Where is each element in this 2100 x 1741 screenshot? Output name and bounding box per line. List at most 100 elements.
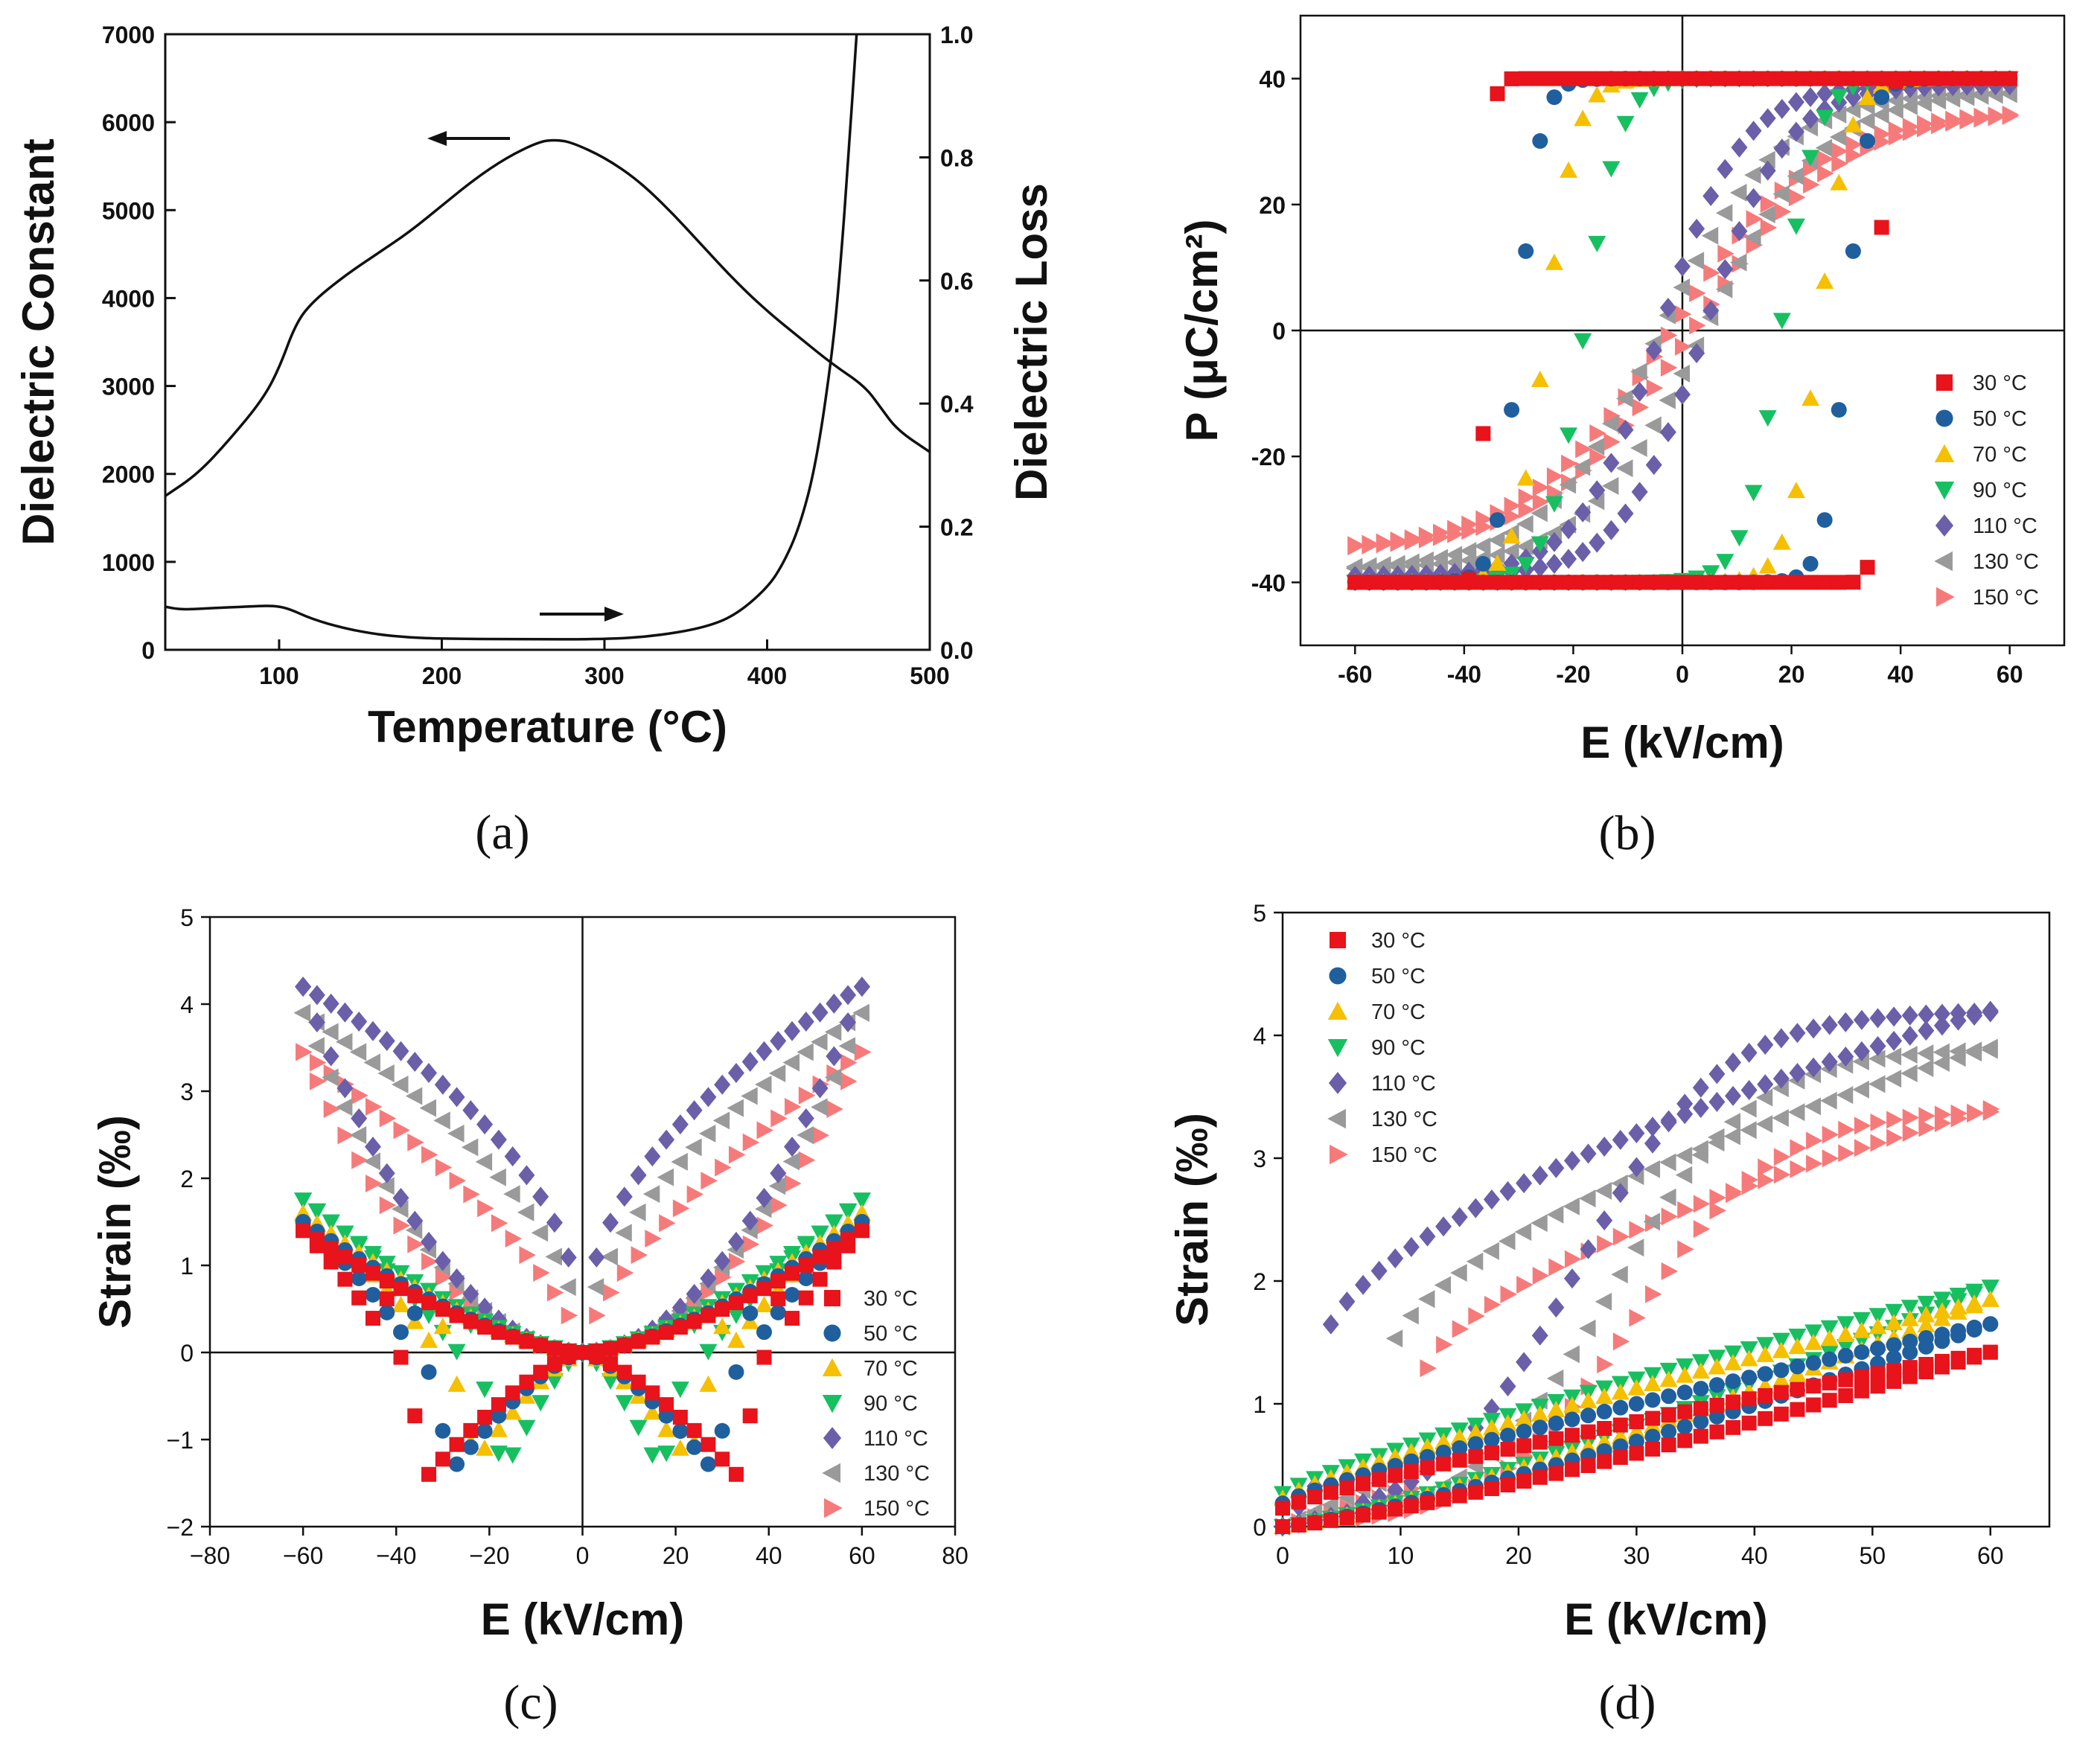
data-point: [1661, 1408, 1676, 1423]
data-point: [1950, 1354, 1966, 1370]
data-point: [1854, 1369, 1869, 1384]
data-point: [782, 1152, 800, 1171]
data-point: [811, 1032, 828, 1051]
data-point: [602, 1213, 619, 1233]
data-point: [1815, 138, 1833, 157]
data-point: [1417, 1290, 1435, 1309]
data-point: [785, 1311, 800, 1326]
y-axis-title: Strain (‰): [90, 1115, 140, 1329]
data-point: [1746, 236, 1764, 255]
x-tick-label: 0: [576, 1542, 590, 1569]
data-point: [533, 1264, 550, 1282]
data-point: [351, 1290, 367, 1306]
data-point: [1322, 1314, 1339, 1335]
data-point: [349, 1125, 367, 1144]
data-point: [1693, 1381, 1709, 1397]
data-point: [603, 1356, 619, 1372]
data-point: [1445, 546, 1463, 564]
data-point: [1447, 520, 1464, 538]
data-point: [1755, 1115, 1773, 1134]
data-point: [546, 1213, 563, 1233]
data-point: [1773, 1166, 1791, 1184]
data-point: [1627, 1422, 1646, 1439]
data-point: [1902, 1124, 1920, 1143]
data-point: [1574, 109, 1592, 127]
data-point: [671, 1439, 689, 1456]
data-point: [545, 1373, 564, 1390]
data-point: [643, 1447, 662, 1464]
legend-marker: [1327, 1108, 1346, 1129]
data-point: [421, 1063, 438, 1084]
data-point: [1339, 1480, 1355, 1495]
data-point: [616, 1186, 633, 1207]
data-point: [1931, 71, 1947, 86]
y2-tick-label: 0.4: [940, 391, 974, 418]
data-point: [2002, 71, 2017, 86]
data-point: [1788, 188, 1806, 207]
data-point: [1516, 557, 1535, 574]
data-point: [1838, 1387, 1854, 1403]
data-point: [491, 1325, 506, 1341]
data-point: [1982, 1102, 2000, 1121]
data-point: [1858, 112, 1875, 130]
data-point: [1917, 71, 1933, 86]
y-tick-label: 7000: [102, 22, 155, 48]
data-point: [798, 1086, 816, 1105]
data-point: [1518, 575, 1533, 590]
data-point: [1787, 167, 1804, 185]
legend-marker: [1934, 482, 1955, 500]
data-point: [476, 1423, 493, 1440]
data-point: [812, 1249, 828, 1265]
data-point: [461, 1138, 479, 1157]
series-1: [296, 1223, 869, 1482]
data-point: [377, 1064, 395, 1082]
x-tick-label: -40: [1447, 661, 1481, 688]
data-point: [1616, 389, 1633, 408]
data-point: [1661, 1388, 1677, 1405]
data-point: [1602, 161, 1621, 178]
data-point: [1661, 1207, 1679, 1226]
data-point: [1545, 496, 1563, 513]
legend-marker: [822, 1395, 843, 1413]
data-point: [1546, 89, 1563, 106]
data-point: [1981, 1041, 1998, 1059]
data-point: [1816, 109, 1834, 127]
data-point: [1724, 1354, 1743, 1371]
data-point: [1886, 1128, 1903, 1147]
data-point: [1580, 1408, 1597, 1424]
data-point: [1787, 1103, 1805, 1122]
data-point: [715, 1451, 730, 1467]
data-point: [503, 1403, 522, 1420]
data-point: [1632, 575, 1647, 590]
data-point: [463, 1185, 480, 1204]
data-point: [1646, 575, 1662, 590]
panel-label: (d): [1599, 1675, 1656, 1730]
data-point: [1502, 542, 1519, 560]
data-point: [657, 1168, 674, 1186]
data-point: [365, 1265, 380, 1281]
data-point: [1418, 1437, 1437, 1454]
data-point: [1822, 1125, 1839, 1144]
data-point: [1689, 316, 1706, 335]
data-point: [365, 1311, 380, 1326]
data-point: [1821, 1052, 1838, 1073]
data-point: [1816, 272, 1834, 289]
data-point: [1950, 1104, 1968, 1122]
data-point: [644, 1146, 661, 1167]
data-point: [659, 1325, 674, 1341]
data-point: [1504, 71, 1519, 86]
data-point: [351, 1012, 368, 1032]
data-point: [603, 1283, 620, 1302]
data-point: [1531, 371, 1549, 388]
x-tick-label: 300: [584, 662, 624, 689]
data-point: [1838, 1372, 1854, 1387]
data-point: [754, 1200, 772, 1218]
data-point: [840, 1072, 858, 1090]
data-point: [546, 1283, 564, 1302]
legend-marker: [1935, 409, 1953, 427]
data-point: [728, 1364, 744, 1380]
data-point: [322, 993, 339, 1014]
data-point: [588, 1247, 605, 1268]
data-point: [1773, 138, 1790, 159]
data-point: [1874, 71, 1889, 86]
